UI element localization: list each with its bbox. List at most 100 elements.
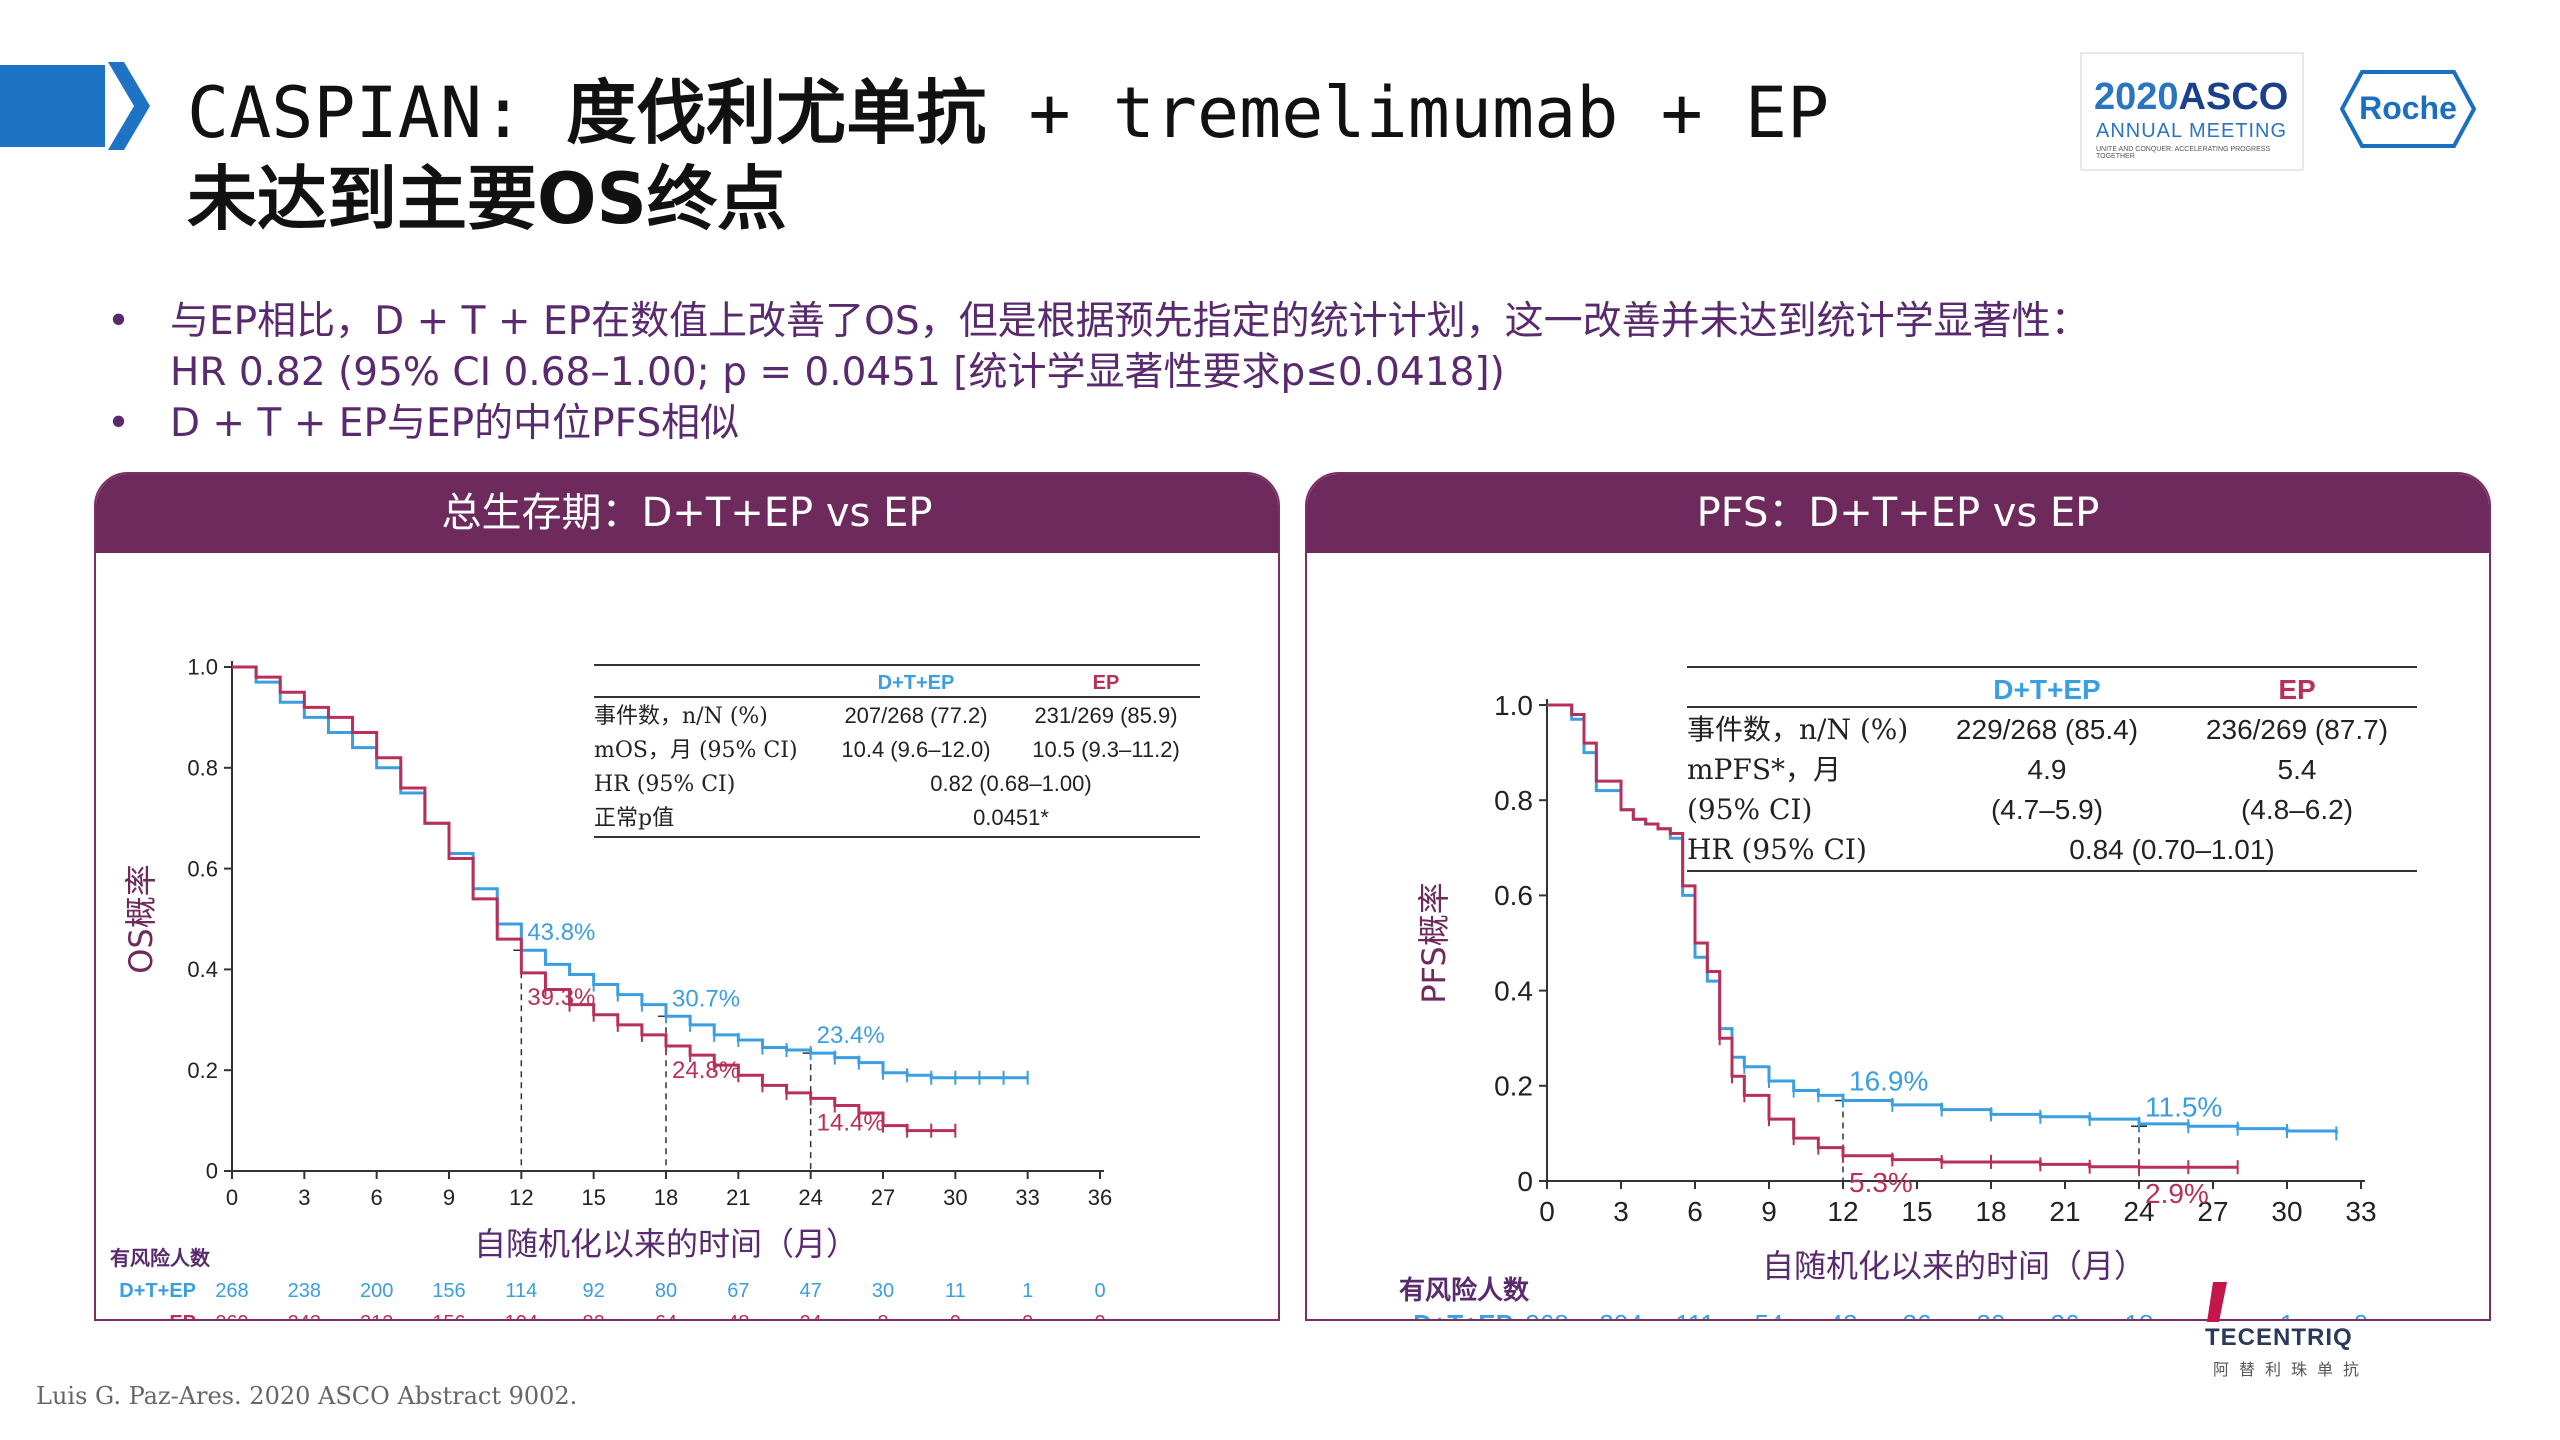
at-risk-count: 64 (655, 1312, 677, 1319)
at-risk-count: 0 (1094, 1280, 1105, 1302)
landmark-percent-label: 11.5% (2145, 1091, 2222, 1122)
os-panel-title: 总生存期：D+T+EP vs EP (96, 474, 1278, 553)
stats-table-cell: 0.84 (0.70–1.01) (2069, 834, 2275, 865)
x-tick-label: 18 (1975, 1196, 2006, 1227)
at-risk-count: 268 (1525, 1309, 1568, 1319)
x-tick-label: 3 (298, 1185, 310, 1210)
at-risk-row-name: D+T+EP (119, 1280, 196, 1302)
y-tick-label: 0.6 (1494, 880, 1533, 911)
x-tick-label: 30 (943, 1185, 967, 1210)
y-tick-label: 0 (1517, 1166, 1533, 1197)
at-risk-count: 26 (2051, 1309, 2080, 1319)
at-risk-count: 212 (360, 1312, 393, 1319)
stats-table-col-header: EP (1093, 672, 1120, 694)
citation-footnote: Luis G. Paz-Ares. 2020 ASCO Abstract 900… (36, 1382, 578, 1410)
bullet-1: 与EP相比，D + T + EP在数值上改善了OS，但是根据预先指定的统计计划，… (105, 296, 2505, 347)
stats-table-cell: 5.4 (2278, 754, 2317, 785)
pfs-km-chart: 00.20.40.60.81.00 3 6 9 12 15 18 21 24 27 30 33自随机化… (1399, 666, 2417, 1319)
bullet-list: 与EP相比，D + T + EP在数值上改善了OS，但是根据预先指定的统计计划，… (105, 296, 2505, 449)
stats-table-row-label: 正常p值 (594, 806, 674, 831)
landmark-percent-label: 2.9% (2145, 1178, 2209, 1209)
ep-survival-curve (232, 665, 956, 1133)
at-risk-title: 有风险人数 (110, 1246, 211, 1270)
pfs-panel-title: PFS：D+T+EP vs EP (1307, 474, 2489, 553)
y-tick-label: 0.4 (1494, 975, 1533, 1006)
at-risk-count: 67 (727, 1280, 749, 1302)
landmark-percent-label: 23.4% (817, 1022, 885, 1049)
at-risk-count: 0 (950, 1312, 961, 1319)
tecentriq-name: TECENTRIQ (2205, 1324, 2353, 1351)
stats-table-cell: 236/269 (87.7) (2206, 714, 2388, 745)
at-risk-count: 82 (583, 1312, 605, 1319)
x-tick-label: 3 (1613, 1196, 1629, 1227)
at-risk-title: 有风险人数 (1399, 1275, 1530, 1306)
y-axis-label: PFS概率 (1415, 882, 1453, 1003)
at-risk-count: 30 (872, 1280, 894, 1302)
x-tick-label: 21 (726, 1185, 750, 1210)
at-risk-count: 48 (727, 1312, 749, 1319)
stats-table-row-label: HR (95% CI) (594, 772, 735, 797)
at-risk-count: 0 (1022, 1312, 1033, 1319)
landmark-percent-label: 14.4% (817, 1109, 885, 1136)
x-tick-label: 6 (371, 1185, 383, 1210)
at-risk-count: 114 (505, 1280, 537, 1302)
landmark-percent-label: 39.3% (527, 984, 595, 1011)
y-tick-label: 0.6 (187, 856, 218, 881)
stats-table-row-label: 事件数，n/N (%) (594, 704, 768, 729)
at-risk-count: 156 (432, 1312, 465, 1319)
stats-table-col-header: EP (2278, 674, 2315, 705)
title-line-2: 未达到主要OS终点 (187, 158, 787, 240)
y-tick-label: 0.8 (187, 756, 218, 781)
x-tick-label: 27 (2197, 1196, 2228, 1227)
tecentriq-cn: 阿替利珠单抗 (2213, 1360, 2370, 1379)
at-risk-count: 1 (1022, 1280, 1033, 1302)
landmark-percent-label: 16.9% (1849, 1066, 1928, 1097)
at-risk-count: 30 (1977, 1309, 2006, 1319)
stats-table-row-label: (95% CI) (1687, 793, 1812, 826)
x-tick-label: 12 (509, 1185, 533, 1210)
at-risk-count: 11 (945, 1280, 966, 1302)
at-risk-count: 269 (215, 1312, 248, 1319)
y-tick-label: 0.2 (1494, 1071, 1533, 1102)
at-risk-count: 204 (1599, 1309, 1642, 1319)
x-tick-label: 15 (581, 1185, 605, 1210)
x-tick-label: 0 (1539, 1196, 1555, 1227)
y-axis-label: OS概率 (122, 864, 160, 974)
tecentriq-logo: TECENTRIQ 阿替利珠单抗 (2205, 1282, 2455, 1392)
at-risk-count: 243 (288, 1312, 321, 1319)
y-tick-label: 1.0 (1494, 690, 1533, 721)
title-accent-bar (0, 65, 105, 147)
x-tick-label: 36 (1088, 1185, 1112, 1210)
stats-table-row-label: 事件数，n/N (%) (1687, 713, 1908, 746)
x-axis-label: 自随机化以来的时间（月） (1762, 1247, 2146, 1285)
at-risk-count: 42 (1829, 1309, 1858, 1319)
os-panel: 总生存期：D+T+EP vs EP 0 0.2 0.4 0.6 0.8 1.0 0 3 6 9 12… (94, 472, 1280, 1321)
x-tick-label: 33 (1015, 1185, 1039, 1210)
dtep-survival-curve (1547, 703, 2338, 1134)
at-risk-count: 156 (432, 1280, 465, 1302)
stats-table-col-header: D+T+EP (878, 672, 955, 694)
y-tick-label: 0.8 (1494, 785, 1533, 816)
stats-table-row-label: mPFS*，月 (1687, 753, 1841, 786)
tecentriq-mark-icon (2207, 1282, 2227, 1322)
y-tick-label: 0 (206, 1159, 218, 1184)
landmark-percent-label: 5.3% (1849, 1167, 1913, 1198)
asco-logo: 2020ASCO ANNUAL MEETING UNITE AND CONQUE… (2080, 52, 2304, 171)
at-risk-row-name: EP (169, 1312, 196, 1319)
at-risk-row-name: D+T+EP (1413, 1309, 1513, 1319)
pfs-panel: PFS：D+T+EP vs EP 0 0.2 0.4 0.6 0.8 1.0 0 3 6 9 12 1… (1305, 472, 2491, 1321)
at-risk-count: 200 (360, 1280, 393, 1302)
at-risk-count: 1 (2280, 1309, 2294, 1319)
x-tick-label: 6 (1687, 1196, 1703, 1227)
bullet-1-continued: HR 0.82 (95% CI 0.68–1.00; p = 0.0451 [统… (170, 350, 1505, 395)
at-risk-count: 238 (288, 1280, 321, 1302)
at-risk-count: 80 (655, 1280, 677, 1302)
ep-survival-curve (1547, 703, 2238, 1169)
roche-logo-text: Roche (2359, 90, 2457, 126)
y-tick-label: 0.4 (187, 957, 218, 982)
landmark-percent-label: 43.8% (527, 919, 595, 946)
roche-logo: Roche (2340, 70, 2476, 148)
x-tick-label: 30 (2271, 1196, 2302, 1227)
at-risk-count: 0 (1094, 1312, 1105, 1319)
stats-table-col-header: D+T+EP (1993, 674, 2100, 705)
